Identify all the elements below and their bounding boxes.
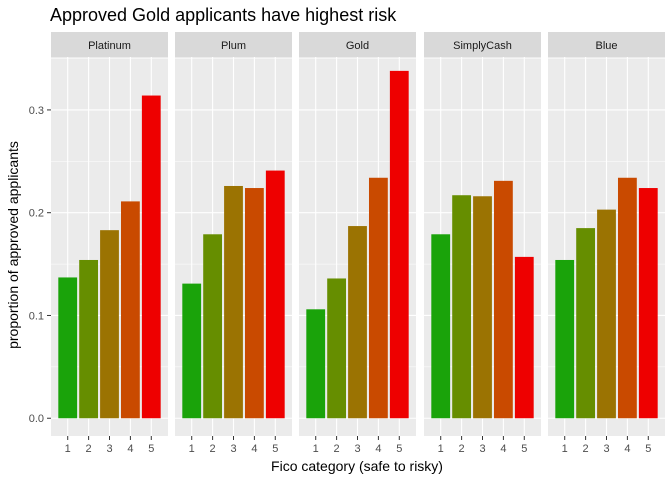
bar-gold-1 [306,309,326,419]
bar-simplycash-1 [431,234,451,419]
y-axis-title: proportion of approved applicants [5,141,21,349]
facet-strip-label: Plum [221,40,246,52]
x-tick-label: 1 [189,443,195,455]
facet-strip [51,32,168,57]
x-tick-label: 3 [106,443,112,455]
x-tick-label: 4 [624,443,630,455]
bar-platinum-1 [58,277,78,419]
bar-plum-4 [244,188,264,419]
bar-platinum-4 [120,201,140,419]
facet-panel-simplycash: SimplyCash 1 2 3 4 5 [424,32,541,455]
x-tick-label: 1 [313,443,319,455]
x-tick-label: 3 [479,443,485,455]
bar-platinum-2 [79,259,99,419]
facet-strip [424,32,541,57]
facet-strip [175,32,292,57]
x-tick-label: 1 [65,443,71,455]
x-tick-label: 2 [583,443,589,455]
bar-platinum-5 [141,95,161,419]
bar-plum-1 [182,283,202,419]
x-tick-label: 3 [230,443,236,455]
bar-plum-2 [203,234,223,419]
bar-blue-5 [638,188,658,419]
y-axis: 0.0 0.1 0.2 0.3 [29,105,51,425]
x-tick-label: 5 [645,443,651,455]
bar-simplycash-2 [452,195,472,419]
x-tick-label: 4 [127,443,133,455]
x-tick-label: 2 [86,443,92,455]
x-tick-label: 2 [334,443,340,455]
bar-plum-3 [224,185,243,419]
facet-panel-blue: Blue 1 2 3 4 5 [548,32,665,455]
x-tick-label: 3 [603,443,609,455]
bar-platinum-3 [100,230,119,419]
x-tick-label: 4 [500,443,506,455]
y-tick-label: 0.2 [29,208,44,220]
x-tick-label: 5 [521,443,527,455]
bar-simplycash-3 [473,196,492,419]
x-tick-label: 5 [396,443,402,455]
bar-gold-2 [327,278,347,419]
bar-blue-3 [597,209,616,419]
x-tick-label: 4 [375,443,381,455]
facet-strip-label: SimplyCash [453,40,512,52]
bar-plum-5 [265,170,285,419]
facet-strip [299,32,416,57]
facet-strip [548,32,665,57]
x-tick-label: 5 [148,443,154,455]
y-tick-label: 0.1 [29,310,44,322]
bar-blue-1 [555,259,575,419]
bar-blue-4 [617,177,637,419]
x-tick-label: 1 [562,443,568,455]
bar-blue-2 [576,228,596,419]
bar-gold-3 [348,226,367,419]
x-tick-label: 2 [210,443,216,455]
facet-strip-label: Gold [346,40,369,52]
bar-gold-4 [368,177,388,419]
facet-panel-plum: Plum 1 2 3 4 5 [175,32,292,455]
facet-panel-gold: Gold 1 2 3 4 5 [299,32,416,455]
x-tick-label: 1 [438,443,444,455]
facet-panel-platinum: Platinum 1 2 3 4 5 [51,32,168,455]
x-axis-title: Fico category (safe to risky) [271,458,443,474]
facet-strip-label: Blue [595,40,617,52]
bar-simplycash-4 [493,180,513,419]
x-tick-label: 4 [251,443,257,455]
facet-strip-label: Platinum [88,40,131,52]
x-tick-label: 2 [459,443,465,455]
x-tick-label: 3 [354,443,360,455]
y-tick-label: 0.0 [29,413,44,425]
y-tick-label: 0.3 [29,105,44,117]
bar-gold-5 [389,70,409,419]
bar-simplycash-5 [514,256,534,419]
chart-title: Approved Gold applicants have highest ri… [50,5,397,25]
x-tick-label: 5 [272,443,278,455]
